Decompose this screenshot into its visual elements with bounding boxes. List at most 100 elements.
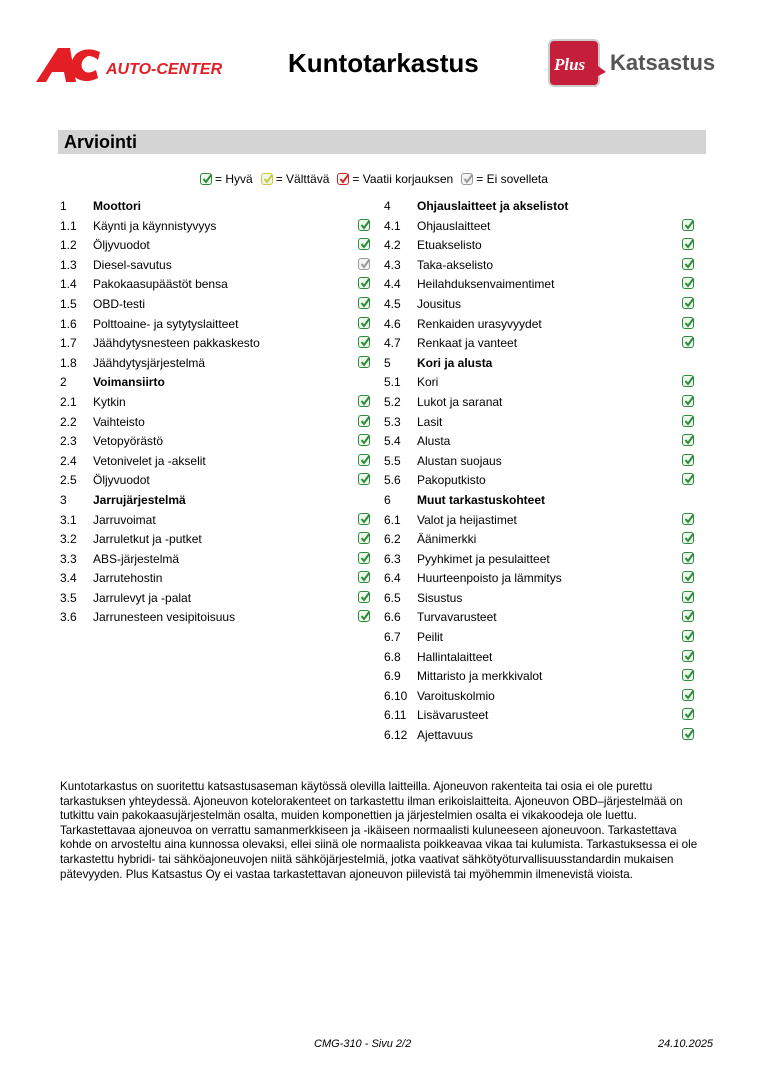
checkbox-good-icon — [358, 316, 371, 329]
item-label: Jarruletkut ja -putket — [93, 532, 202, 547]
item-number: 5.2 — [384, 394, 401, 409]
checkbox-good-icon — [358, 238, 371, 251]
checklist-row: 2.4 Vetonivelet ja -akselit — [60, 451, 380, 471]
item-label: Huurteenpoisto ja lämmitys — [417, 571, 562, 586]
checkbox-good-icon — [682, 218, 695, 231]
checklist-row: 3.6 Jarrunesteen vesipitoisuus — [60, 607, 380, 627]
checklist-row: 5.4 Alusta — [384, 431, 704, 451]
item-label: Pakoputkisto — [417, 473, 486, 488]
checklist-row: 3.1 Jarruvoimat — [60, 510, 380, 530]
item-number: 6.7 — [384, 630, 401, 645]
legend-label: = Ei sovelleta — [476, 172, 548, 186]
section-heading-row: 5 Kori ja alusta — [384, 353, 704, 373]
item-label: Diesel-savutus — [93, 257, 172, 272]
checklist-row: 4.6 Renkaiden urasyvyydet — [384, 314, 704, 334]
footer-page-number: CMG-310 - Sivu 2/2 — [314, 1038, 412, 1050]
svg-text:AUTO-CENTER: AUTO-CENTER — [105, 61, 223, 78]
legend-label: = Hyvä — [215, 172, 253, 186]
checkbox-good-icon — [682, 688, 695, 701]
item-number: 4.1 — [384, 218, 401, 233]
checkbox-na-icon — [461, 173, 474, 185]
checklist-row: 4.4 Heilahduksenvaimentimet — [384, 274, 704, 294]
item-label: Mittaristo ja merkkivalot — [417, 669, 543, 684]
item-label: Öljyvuodot — [93, 238, 150, 253]
checklist-row: 6.9 Mittaristo ja merkkivalot — [384, 666, 704, 686]
checkbox-good-icon — [682, 571, 695, 584]
item-number: 2.4 — [60, 453, 77, 468]
footer-date: 24.10.2025 — [658, 1038, 714, 1050]
item-number: 1.4 — [60, 277, 77, 292]
checklist-row: 1.5 OBD-testi — [60, 294, 380, 314]
checkbox-good-icon — [358, 590, 371, 603]
right-checklist: 4 Ohjauslaitteet ja akselistot 4.1 Ohjausla… — [384, 196, 704, 745]
checklist-row: 1.1 Käynti ja käynnistyvyys — [60, 216, 380, 236]
item-label: Ohjauslaitteet ja akselistot — [417, 199, 569, 213]
item-number: 6.9 — [384, 669, 401, 684]
item-number: 5.6 — [384, 473, 401, 488]
item-label: Jarrunesteen vesipitoisuus — [93, 610, 236, 625]
item-number: 3.2 — [60, 532, 77, 547]
checklist-row: 6.2 Äänimerkki — [384, 529, 704, 549]
checkbox-good-icon — [682, 316, 695, 329]
checklist-row: 1.2 Öljyvuodot — [60, 235, 380, 255]
item-number: 4 — [384, 199, 391, 213]
checkbox-good-icon — [682, 336, 695, 349]
item-label: Kytkin — [93, 394, 126, 409]
checklist-row: 3.2 Jarruletkut ja -putket — [60, 529, 380, 549]
checkbox-good-icon — [682, 708, 695, 721]
item-label: ABS-järjestelmä — [93, 551, 180, 566]
checkbox-good-icon — [358, 336, 371, 349]
svg-text:Katsastus: Katsastus — [610, 50, 715, 75]
item-number: 5 — [384, 355, 391, 370]
item-number: 1.1 — [60, 218, 77, 233]
checkbox-good-icon — [682, 551, 695, 564]
item-number: 1 — [60, 199, 67, 213]
section-heading-row: 4 Ohjauslaitteet ja akselistot — [384, 196, 704, 216]
section-heading-row: 6 Muut tarkastuskohteet — [384, 490, 704, 510]
checkbox-good-icon — [682, 532, 695, 545]
item-label: Peilit — [417, 630, 444, 645]
item-number: 4.3 — [384, 257, 401, 272]
item-number: 3.4 — [60, 571, 77, 586]
item-label: Heilahduksenvaimentimet — [417, 277, 555, 292]
item-label: Ajettavuus — [417, 728, 474, 743]
checklist-row: 1.7 Jäähdytysnesteen pakkaskesto — [60, 333, 380, 353]
item-label: Moottori — [93, 199, 141, 213]
page-title: Kuntotarkastus — [288, 48, 479, 78]
checkbox-good-icon — [358, 394, 371, 407]
legend-item-na: = Ei sovelleta — [461, 172, 548, 186]
checkbox-good-icon — [358, 610, 371, 623]
checklist-row: 4.7 Renkaat ja vanteet — [384, 333, 704, 353]
item-label: Jarrutehostin — [93, 571, 163, 586]
item-label: Jousitus — [417, 296, 462, 311]
checkbox-good-icon — [358, 532, 371, 545]
checkbox-acceptable-icon — [260, 173, 273, 185]
left-checklist: 1 Moottori 1.1 Käynti ja käynnistyvyys 1.2 Öl… — [60, 196, 380, 627]
item-number: 6.8 — [384, 649, 401, 664]
checklist-row: 2.3 Vetopyörästö — [60, 431, 380, 451]
checklist-row: 1.6 Polttoaine- ja sytytyslaitteet — [60, 314, 380, 334]
item-label: Alusta — [417, 434, 451, 449]
checkbox-good-icon — [358, 551, 371, 564]
section-heading-row: 2 Voimansiirto — [60, 372, 380, 392]
legend-item-repair: = Vaatii korjauksen — [337, 172, 453, 186]
checklist-row: 6.11 Lisävarusteet — [384, 705, 704, 725]
checklist-row: 3.3 ABS-järjestelmä — [60, 549, 380, 569]
item-number: 2.1 — [60, 394, 77, 409]
item-label: Käynti ja käynnistyvyys — [93, 218, 217, 233]
item-number: 5.1 — [384, 375, 401, 390]
item-label: Turvavarusteet — [417, 610, 497, 625]
section-title: Arviointi — [64, 132, 138, 152]
item-number: 1.8 — [60, 355, 77, 370]
item-label: Jarrulevyt ja -palat — [93, 590, 192, 605]
checklist-row: 3.5 Jarrulevyt ja -palat — [60, 588, 380, 608]
checkbox-good-icon — [682, 728, 695, 741]
item-number: 3.3 — [60, 551, 77, 566]
item-label: Varoituskolmio — [417, 688, 495, 703]
checkbox-na-icon — [358, 257, 371, 270]
item-label: Kori — [417, 375, 439, 390]
section-header: Arviointi — [58, 130, 706, 154]
checkbox-good-icon — [358, 414, 371, 427]
svg-text:Plus: Plus — [553, 55, 586, 74]
checkbox-good-icon — [358, 218, 371, 231]
